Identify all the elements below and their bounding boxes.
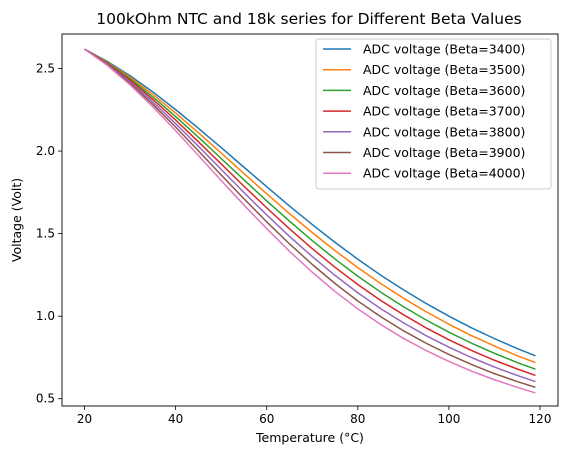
x-tick-label: 40 [168, 412, 183, 426]
x-tick-label: 120 [529, 412, 552, 426]
legend-label-5: ADC voltage (Beta=3800) [363, 124, 525, 139]
y-axis-label: Voltage (Volt) [9, 178, 24, 262]
legend-label-3: ADC voltage (Beta=3600) [363, 83, 525, 98]
y-tick-label: 1.5 [36, 227, 55, 241]
x-tick-label: 60 [259, 412, 274, 426]
x-tick-label: 20 [77, 412, 92, 426]
y-tick-label: 0.5 [36, 392, 55, 406]
x-axis-label: Temperature (°C) [255, 430, 364, 445]
series-line-4 [84, 48, 536, 377]
series-line-7 [84, 48, 536, 394]
legend-label-7: ADC voltage (Beta=4000) [363, 166, 525, 181]
legend-label-2: ADC voltage (Beta=3500) [363, 62, 525, 77]
legend-label-6: ADC voltage (Beta=3900) [363, 145, 525, 160]
y-tick-label: 1.0 [36, 309, 55, 323]
legend-label-4: ADC voltage (Beta=3700) [363, 104, 525, 119]
y-axis: 0.5 1.0 1.5 2.0 2.5 [36, 62, 62, 406]
series-line-1 [84, 48, 536, 357]
legend: ADC voltage (Beta=3400) ADC voltage (Beta… [315, 38, 552, 190]
y-tick-label: 2.0 [36, 144, 55, 158]
x-tick-label: 80 [350, 412, 365, 426]
chart-title: 100kOhm NTC and 18k series for Different… [96, 10, 521, 28]
series-line-2 [84, 48, 536, 364]
legend-label-1: ADC voltage (Beta=3400) [363, 42, 525, 57]
series-line-3 [84, 48, 536, 370]
series-line-5 [84, 48, 536, 383]
series-line-6 [84, 48, 536, 389]
y-tick-label: 2.5 [36, 62, 55, 76]
legend-frame [315, 38, 552, 190]
x-axis: 20 40 60 80 100 120 [77, 406, 552, 426]
series-lines [84, 48, 536, 394]
x-tick-label: 100 [437, 412, 460, 426]
plot-frame [61, 33, 559, 407]
